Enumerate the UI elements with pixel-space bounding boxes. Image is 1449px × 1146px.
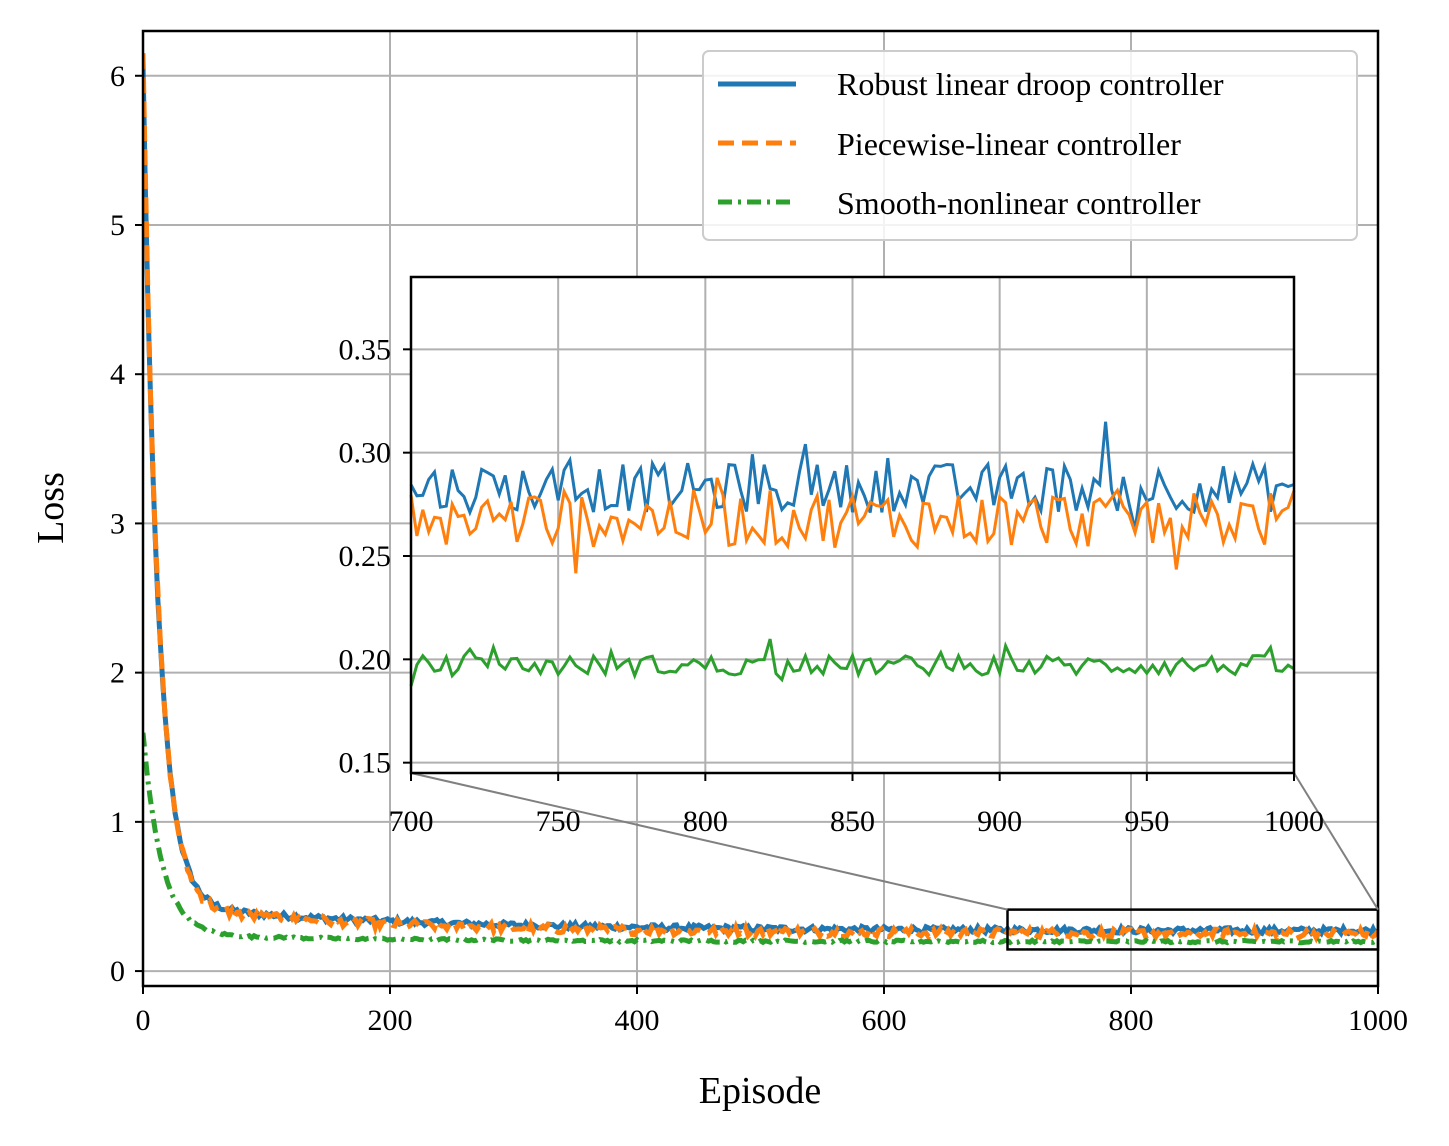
inset-x-tick-label: 800	[683, 805, 728, 838]
zoom-indicator	[410, 772, 1380, 951]
y-tick-label: 6	[110, 60, 125, 93]
x-axis-label: Episode	[699, 1070, 821, 1112]
x-tick-label: 800	[1109, 1004, 1154, 1037]
legend-label-piecewise: Piecewise-linear controller	[837, 126, 1181, 162]
inset-x-tick-label: 750	[536, 805, 581, 838]
y-tick-label: 5	[110, 209, 125, 242]
inset-y-tick-label: 0.25	[339, 540, 392, 573]
x-tick-label: 200	[368, 1004, 413, 1037]
inset-x-tick-label: 850	[830, 805, 875, 838]
inset-x-tick-label: 700	[389, 805, 434, 838]
x-tick-label: 400	[615, 1004, 660, 1037]
y-tick-label: 1	[110, 806, 125, 839]
main-ticks: 0 200 400 600 800 1000 0 1 2 3 4 5 6	[110, 60, 1408, 1037]
series-line-2	[143, 732, 1378, 947]
zoom-connector-right	[1293, 772, 1379, 911]
x-tick-label: 0	[136, 1004, 151, 1037]
y-tick-label: 4	[110, 358, 125, 391]
zoom-connector-left	[410, 772, 1008, 911]
inset-series-lines	[409, 421, 1296, 687]
legend: Robust linear droop controller Piecewise…	[702, 50, 1358, 241]
inset-x-tick-label: 1000	[1264, 805, 1324, 838]
inset-series-line-1	[409, 477, 1296, 574]
main-plot-frame	[141, 29, 1380, 988]
y-tick-label: 3	[110, 507, 125, 540]
inset-y-tick-label: 0.20	[339, 643, 392, 676]
inset-x-tick-label: 900	[977, 805, 1022, 838]
y-tick-label: 0	[110, 955, 125, 988]
inset-y-tick-label: 0.30	[339, 437, 392, 470]
inset-y-tick-label: 0.35	[339, 333, 392, 366]
legend-label-smooth: Smooth-nonlinear controller	[837, 185, 1201, 221]
legend-label-robust: Robust linear droop controller	[837, 66, 1224, 102]
legend-box	[702, 50, 1358, 241]
y-tick-label: 2	[110, 657, 125, 690]
x-tick-label: 1000	[1348, 1004, 1408, 1037]
inset-x-tick-label: 950	[1124, 805, 1169, 838]
inset-chart: 700 750 800 850 900 950 1000 0.15 0.20 0.25 0.30 0.…	[339, 275, 1325, 838]
inset-ticks: 700 750 800 850 900 950 1000 0.15 0.20 0.25 0.30 0.…	[339, 333, 1325, 838]
x-tick-label: 600	[862, 1004, 907, 1037]
series-line-1	[143, 53, 1378, 944]
inset-y-tick-label: 0.15	[339, 747, 392, 780]
main-series-lines	[143, 53, 1378, 947]
y-axis-label: Loss	[30, 472, 72, 544]
zoom-region-box	[1006, 908, 1380, 951]
inset-series-line-2	[409, 638, 1295, 687]
